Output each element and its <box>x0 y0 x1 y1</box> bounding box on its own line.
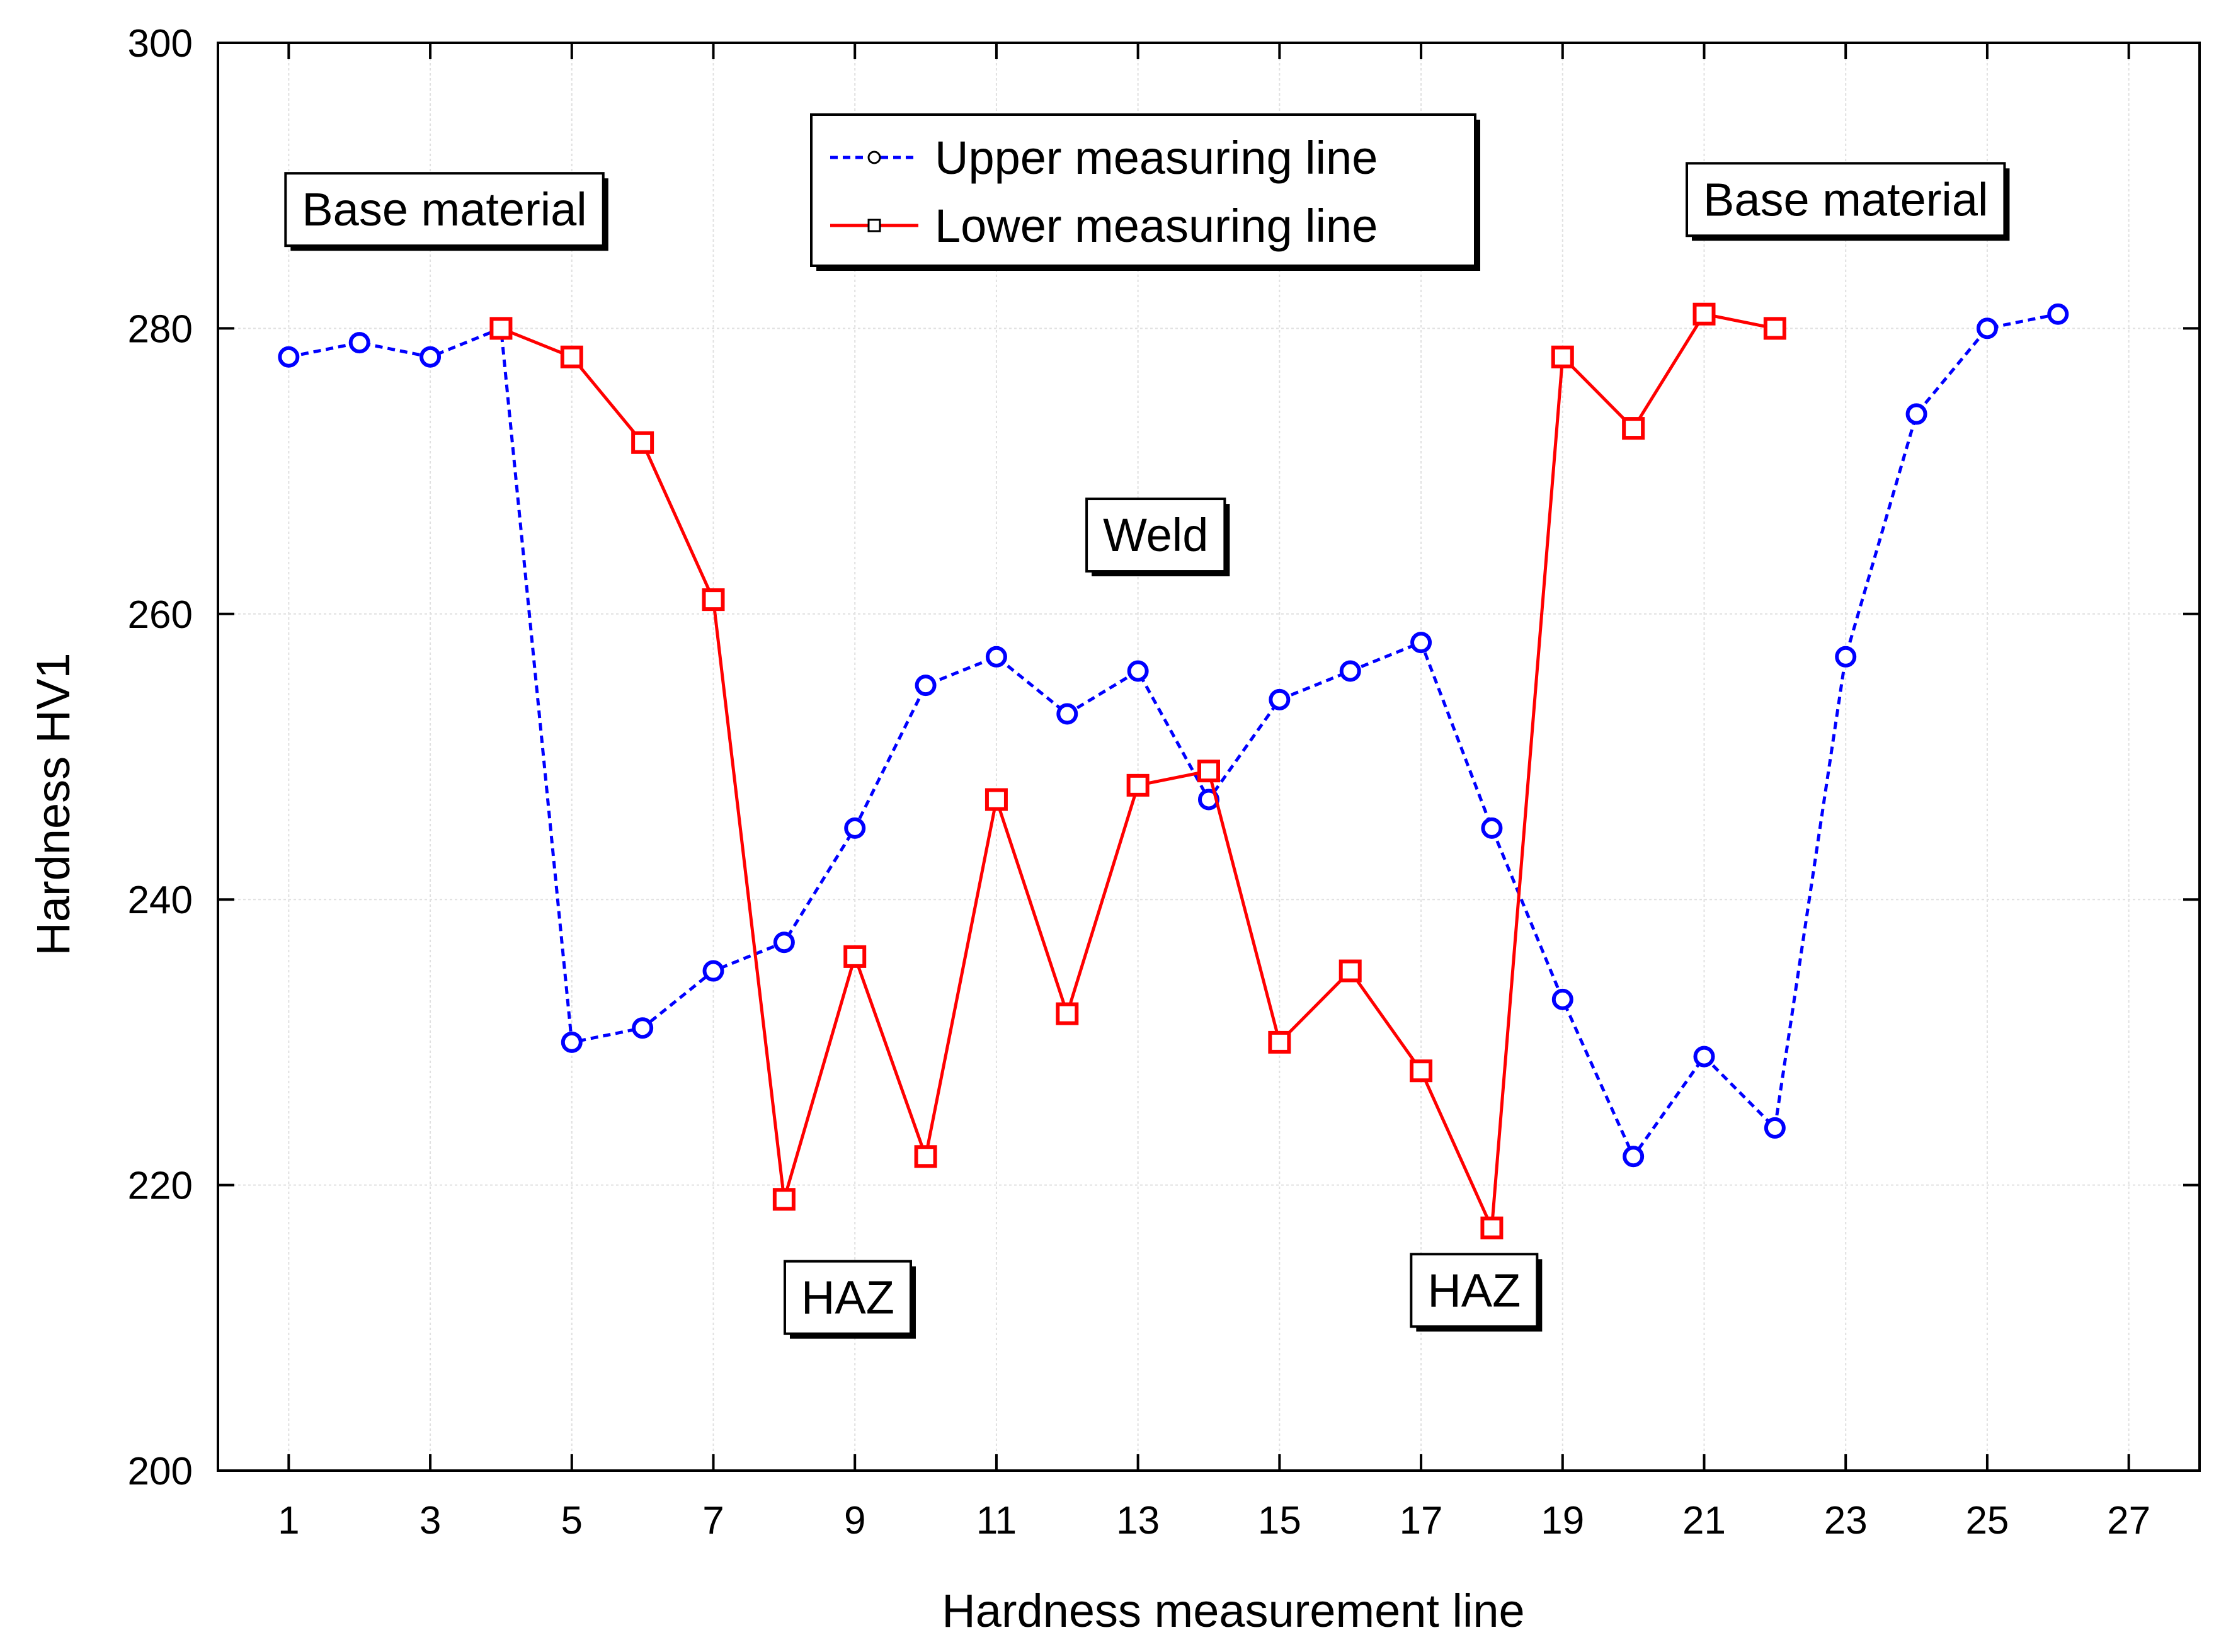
data-point-lower <box>560 345 583 368</box>
data-point-upper <box>348 332 370 354</box>
data-point-upper <box>1905 403 1927 425</box>
data-point-lower <box>914 1145 937 1168</box>
x-tick-label: 17 <box>1400 1499 1443 1542</box>
y-tick-label: 260 <box>128 593 193 637</box>
y-tick-label: 220 <box>128 1165 193 1208</box>
data-point-upper <box>1269 688 1291 710</box>
annotation-frame <box>783 1260 912 1335</box>
x-tick-label: 21 <box>1682 1499 1726 1542</box>
legend-label-upper: Upper measuring line <box>935 132 1378 184</box>
y-tick-label: 200 <box>128 1450 193 1493</box>
data-point-upper <box>985 646 1007 668</box>
annotation-box: Base material <box>1686 162 2010 241</box>
legend-marker-upper <box>867 151 881 164</box>
data-point-upper <box>561 1031 583 1053</box>
y-tick-label: 280 <box>128 307 193 351</box>
annotation-label: Weld <box>1103 509 1208 561</box>
data-point-upper <box>1339 660 1361 682</box>
annotations: Base material Base material Weld HAZ HAZ <box>284 162 2010 1339</box>
x-tick-label: 19 <box>1541 1499 1584 1542</box>
data-point-upper <box>278 346 300 368</box>
data-point-upper <box>1976 317 1998 339</box>
data-point-upper <box>844 817 866 839</box>
data-point-upper <box>1835 646 1857 668</box>
data-point-lower <box>1126 773 1150 797</box>
y-axis-title: Hardness HV1 <box>27 652 79 955</box>
annotation-box: HAZ <box>1410 1253 1543 1332</box>
x-tick-label: 15 <box>1258 1499 1301 1542</box>
annotation-frame <box>1686 162 2006 237</box>
legend-box <box>810 113 1476 267</box>
data-point-lower <box>1480 1216 1504 1239</box>
data-point-lower <box>1763 317 1786 340</box>
annotation-label: HAZ <box>1427 1264 1521 1316</box>
x-tick-label: 23 <box>1824 1499 1868 1542</box>
data-point-lower <box>1197 760 1220 783</box>
x-tick-label: 27 <box>2107 1499 2150 1542</box>
annotation-label: Base material <box>1703 173 1988 225</box>
x-tick-label: 9 <box>844 1499 865 1542</box>
data-point-upper <box>915 675 937 697</box>
plot-frame <box>217 42 2201 1472</box>
annotation-label: HAZ <box>801 1272 894 1324</box>
data-point-lower <box>1410 1059 1433 1083</box>
data-point-lower <box>1622 417 1645 440</box>
plot-series <box>278 302 2069 1239</box>
data-point-upper <box>632 1017 654 1039</box>
data-point-upper <box>1551 988 1573 1010</box>
data-point-upper <box>702 960 724 982</box>
data-point-lower <box>843 945 867 968</box>
annotation-label: Base material <box>302 183 586 236</box>
annotation-box: HAZ <box>783 1260 916 1339</box>
data-point-upper <box>420 346 442 368</box>
grid <box>218 42 2200 1471</box>
data-point-upper <box>1127 660 1149 682</box>
data-point-lower <box>985 788 1008 811</box>
x-tick-label: 1 <box>278 1499 299 1542</box>
x-tick-label: 5 <box>561 1499 583 1542</box>
legend-marker-lower <box>867 219 881 232</box>
data-point-upper <box>1410 632 1432 654</box>
data-point-upper <box>1764 1117 1786 1139</box>
data-point-lower <box>631 431 654 454</box>
annotation-box: Weld <box>1085 498 1230 577</box>
legend-label-lower: Lower measuring line <box>935 200 1378 252</box>
annotation-frame <box>284 172 605 248</box>
series-line-upper <box>288 312 2058 1158</box>
data-point-lower <box>1551 345 1574 368</box>
data-point-lower <box>1056 1002 1079 1025</box>
y-tick-label: 300 <box>128 22 193 66</box>
data-point-upper <box>2047 303 2069 325</box>
data-point-upper <box>773 931 795 954</box>
y-tick-label: 240 <box>128 879 193 922</box>
data-point-lower <box>772 1188 796 1211</box>
annotation-box: Base material <box>284 172 608 251</box>
annotation-frame <box>1410 1253 1539 1328</box>
data-point-lower <box>1692 302 1716 326</box>
x-tick-label: 25 <box>1965 1499 2009 1542</box>
data-point-lower <box>1338 959 1362 983</box>
x-tick-label: 7 <box>702 1499 724 1542</box>
x-tick-label: 3 <box>420 1499 441 1542</box>
x-axis-title: Hardness measurement line <box>942 1585 1524 1637</box>
data-point-upper <box>1481 817 1503 839</box>
data-point-lower <box>702 588 725 612</box>
x-tick-label: 13 <box>1116 1499 1160 1542</box>
data-point-upper <box>1623 1146 1645 1168</box>
legend: Upper measuring line Lower measuring line <box>810 113 1480 271</box>
data-point-lower <box>1268 1030 1291 1054</box>
data-point-upper <box>1056 703 1078 725</box>
annotation-frame <box>1085 498 1226 573</box>
data-point-upper <box>1693 1045 1715 1068</box>
data-point-lower <box>489 317 513 340</box>
x-tick-label: 11 <box>976 1499 1017 1542</box>
